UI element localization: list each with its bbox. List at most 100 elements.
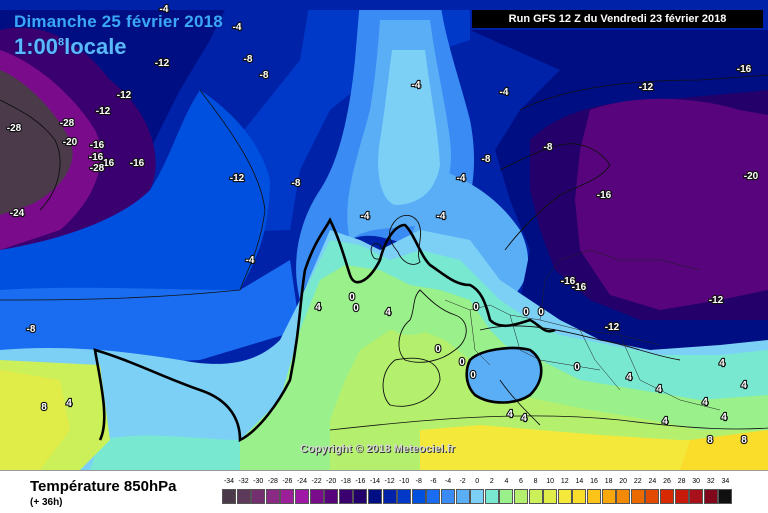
scale-label: 34	[721, 478, 730, 485]
isotherm-label: 0	[523, 307, 529, 318]
isotherm-label: -16	[89, 152, 104, 163]
scale-swatch	[645, 489, 660, 504]
scale-label: 8	[533, 478, 538, 485]
isotherm-label: -20	[744, 171, 759, 182]
isotherm-label: 0	[473, 302, 479, 313]
legend-footer: Température 850hPa (+ 36h) -34 -32 -30 -28-…	[0, 470, 768, 513]
scale-swatch	[601, 489, 616, 504]
isotherm-label: 0	[459, 357, 465, 368]
isotherm-label: -8	[544, 142, 553, 153]
forecast-date: Dimanche 25 février 2018	[14, 12, 223, 31]
isotherm-label: -16	[597, 190, 612, 201]
scale-label: 30	[692, 478, 701, 485]
mediterranean-warm	[680, 430, 768, 470]
isotherm-zero-alps	[465, 346, 543, 404]
forecast-hour-suffix: locale	[64, 34, 127, 59]
isotherm-label: -16	[100, 158, 115, 169]
scale-label: 28	[677, 478, 686, 485]
scale-swatch	[470, 489, 485, 504]
scale-label: 26	[663, 478, 671, 485]
forecast-hour-main: 1:00	[14, 34, 59, 59]
isotherm-label: -4	[246, 255, 255, 266]
scale-swatch	[616, 489, 631, 504]
coast-greenland	[0, 99, 61, 211]
top-strip	[0, 0, 470, 10]
scale-label: 32	[706, 478, 715, 485]
isotherm-label: -16	[130, 158, 145, 169]
isotherm-label: -16	[561, 276, 576, 287]
isotherm-label: -28	[7, 123, 22, 134]
scale-swatch	[368, 489, 382, 504]
scale-swatch	[411, 489, 426, 504]
scale-label: -18	[340, 478, 351, 485]
scale-swatch	[397, 489, 412, 504]
scale-label: 14	[575, 478, 584, 485]
isotherm-label: 4	[626, 372, 632, 383]
scale-label: 6	[519, 478, 523, 485]
temperature-map: -4 -4 -8 -8 -12 -12 -12 -28 -28 -20 -16 -16 -16 -16 -2…	[0, 0, 768, 470]
scale-label: -24	[296, 478, 308, 485]
scale-label: -16	[355, 478, 366, 485]
isotherm-label: 8	[41, 402, 47, 413]
scale-label: 20	[619, 478, 628, 485]
scale-swatch	[426, 489, 441, 504]
isotherm-label: -4	[361, 211, 370, 222]
scale-label: -28	[267, 478, 278, 485]
isotherm-label: 4	[656, 384, 662, 395]
scale-swatch	[382, 489, 397, 504]
scale-swatch	[484, 489, 499, 504]
isotherm-zero	[93, 217, 556, 443]
isotherm-label: -12	[117, 90, 132, 101]
scale-swatch	[587, 489, 601, 504]
temperature-scale: -34 -32 -30 -28 -26 -24 -22 -20 -18 -16 -14 -12 -10-…	[222, 478, 754, 510]
isotherm-label: 0	[470, 370, 476, 381]
isotherm-label: -8	[244, 54, 253, 65]
isotherm-label: -28	[90, 163, 105, 174]
scale-label: -8	[415, 478, 422, 485]
isotherm-labels: -4-4-8-8-12-12-12-28 -28-20 -16-16-16 -16-2…	[6, 3, 760, 447]
scale-label: 4	[504, 478, 509, 485]
isotherm-label: -4	[160, 4, 169, 15]
isotherm-label: -8	[260, 70, 269, 81]
scale-label: -12	[384, 478, 395, 485]
scale-swatch	[543, 489, 558, 504]
legend-title: Température 850hPa	[30, 478, 177, 495]
scale-swatch	[309, 489, 324, 504]
scale-label: 2	[489, 478, 494, 485]
coast-ireland	[370, 243, 383, 260]
scale-swatch	[689, 489, 704, 504]
legend-subtitle: (+ 36h)	[30, 497, 63, 508]
isotherm-label: -12	[155, 58, 170, 69]
isotherm-label: 4	[507, 409, 513, 420]
scale-label: -26	[282, 478, 293, 485]
isotherm-label: 0	[435, 344, 441, 355]
copyright: Copyright © 2018 Meteociel.fr	[300, 443, 455, 455]
scale-label: -6	[430, 478, 437, 485]
scale-swatch	[630, 489, 645, 504]
isotherm-label: -24	[10, 208, 25, 219]
scale-swatch	[338, 489, 353, 504]
forecast-hour: 1:008locale	[14, 34, 127, 60]
arctic-warm-tongue-core	[378, 50, 440, 205]
isotherm-label: 4	[702, 397, 708, 408]
isotherm-label: 0	[538, 307, 544, 318]
isotherm-label: 4	[385, 307, 391, 318]
scale-swatch	[280, 489, 295, 504]
mediterranean-yellow	[420, 425, 768, 470]
scale-label: 10	[546, 478, 555, 485]
isotherm-label: 0	[349, 292, 355, 303]
scale-label: -30	[253, 478, 264, 485]
isotherm-label: 4	[315, 302, 321, 313]
scale-swatch	[572, 489, 587, 504]
country-borders	[444, 249, 721, 411]
isotherm-label: 4	[662, 416, 668, 427]
isotherm-label: -16	[90, 140, 105, 151]
scale-swatch	[265, 489, 280, 504]
scale-label: 16	[590, 478, 598, 485]
coast-italy	[499, 379, 541, 426]
scale-swatch	[441, 489, 455, 504]
scale-swatch	[324, 489, 339, 504]
coast-scandinavia	[499, 143, 611, 251]
scale-swatch	[222, 489, 236, 504]
scale-swatch	[528, 489, 543, 504]
